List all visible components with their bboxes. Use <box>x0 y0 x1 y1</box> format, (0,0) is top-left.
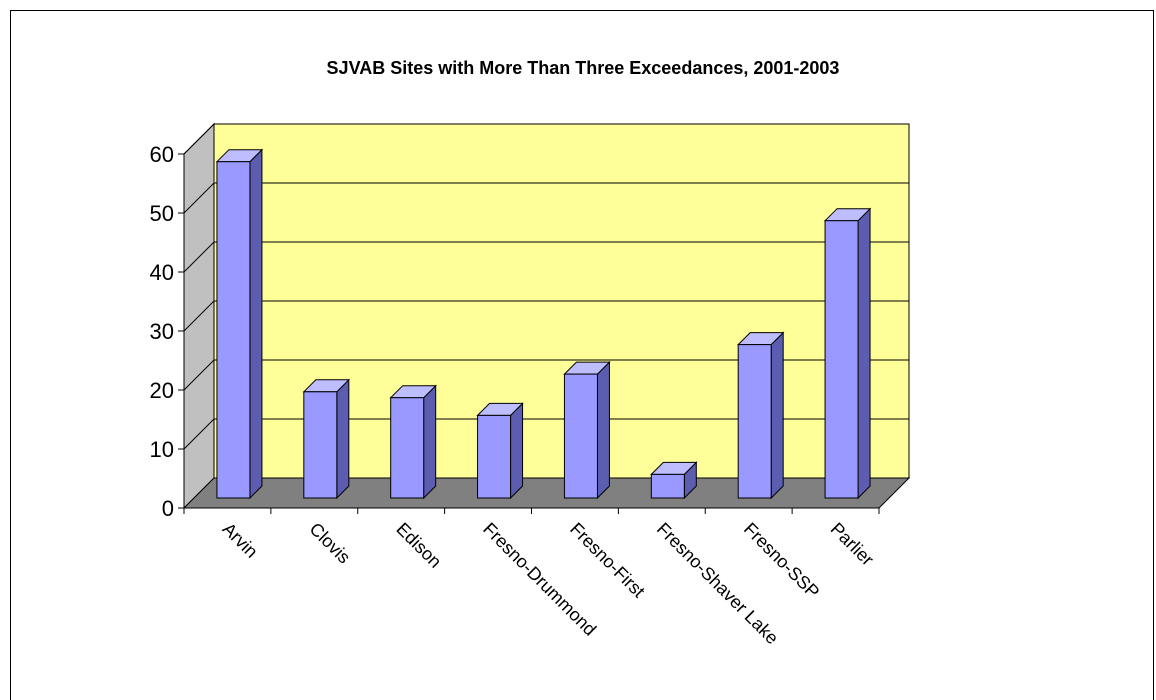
y-tick-label: 30 <box>150 319 174 344</box>
bar <box>477 414 512 499</box>
chart-title: SJVAB Sites with More Than Three Exceeda… <box>326 58 840 78</box>
gridline <box>183 300 909 332</box>
x-tick-label: Arvin <box>219 519 262 562</box>
gridline <box>183 418 909 450</box>
y-tick-label: 50 <box>150 201 174 226</box>
bar-side <box>857 207 871 500</box>
bar-side <box>336 378 350 500</box>
bar <box>650 473 685 499</box>
bar-side <box>596 360 610 500</box>
x-tick-label: Parlier <box>827 519 878 570</box>
bar <box>390 397 425 499</box>
gridline <box>183 359 909 391</box>
bar-side <box>510 402 524 500</box>
gridline <box>183 182 909 214</box>
x-tick-label: Fresno-SSP <box>740 519 823 602</box>
x-tick-label: Clovis <box>305 519 354 568</box>
bar-side <box>770 331 784 500</box>
y-tick-label: 20 <box>150 378 174 403</box>
bar <box>563 373 598 499</box>
bar-side <box>423 384 437 500</box>
y-tick-label: 0 <box>162 496 174 521</box>
bar <box>303 391 338 499</box>
bar <box>737 344 772 499</box>
y-tick-label: 40 <box>150 260 174 285</box>
gridline <box>183 123 909 155</box>
bar <box>216 161 251 499</box>
y-tick-label: 10 <box>150 437 174 462</box>
x-tick-label: Fresno-First <box>566 519 649 602</box>
bar-side <box>249 148 263 500</box>
gridline <box>183 241 909 273</box>
x-tick-label: Edison <box>392 519 445 572</box>
floor <box>182 477 911 509</box>
bar <box>824 220 859 499</box>
y-tick-label: 60 <box>150 142 174 167</box>
